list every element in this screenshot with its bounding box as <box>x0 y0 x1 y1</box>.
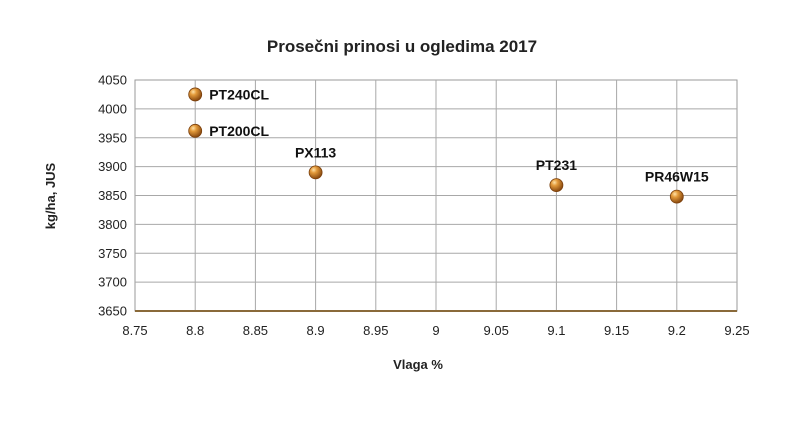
data-point <box>188 123 203 138</box>
x-tick-label: 8.95 <box>363 323 388 338</box>
y-tick-label: 3950 <box>98 130 127 145</box>
x-tick-label: 9.2 <box>668 323 686 338</box>
x-tick-label: 9.05 <box>484 323 509 338</box>
data-point <box>188 87 203 102</box>
x-tick-label: 9.25 <box>724 323 749 338</box>
data-point <box>669 189 684 204</box>
x-tick-label: 8.85 <box>243 323 268 338</box>
y-tick-label: 4000 <box>98 101 127 116</box>
y-tick-label: 4050 <box>98 73 127 88</box>
data-point <box>308 165 323 180</box>
data-label: PR46W15 <box>645 169 709 185</box>
y-tick-label: 3700 <box>98 275 127 290</box>
y-tick-label: 3800 <box>98 217 127 232</box>
data-point <box>549 178 564 193</box>
y-tick-label: 3900 <box>98 159 127 174</box>
data-label: PT200CL <box>209 123 269 139</box>
x-tick-label: 9.1 <box>547 323 565 338</box>
y-tick-label: 3750 <box>98 246 127 261</box>
data-label: PT240CL <box>209 86 269 102</box>
data-label: PT231 <box>536 157 577 173</box>
chart-title: Prosečni prinosi u ogledima 2017 <box>267 37 537 56</box>
x-tick-label: 8.8 <box>186 323 204 338</box>
y-tick-label: 3850 <box>98 188 127 203</box>
data-label: PX113 <box>295 144 336 160</box>
plot-area: 8.75 8.8 8.85 8.9 8.95 9 9.05 9.1 9.15 9.2 9.25 365… <box>98 73 750 339</box>
x-tick-label: 9.15 <box>604 323 629 338</box>
x-tick-label: 8.9 <box>307 323 325 338</box>
x-tick-label: 8.75 <box>122 323 147 338</box>
x-axis-label: Vlaga % <box>393 357 443 372</box>
y-tick-label: 3650 <box>98 304 127 319</box>
x-tick-label: 9 <box>432 323 439 338</box>
y-axis-label: kg/ha, JUS <box>43 162 58 229</box>
